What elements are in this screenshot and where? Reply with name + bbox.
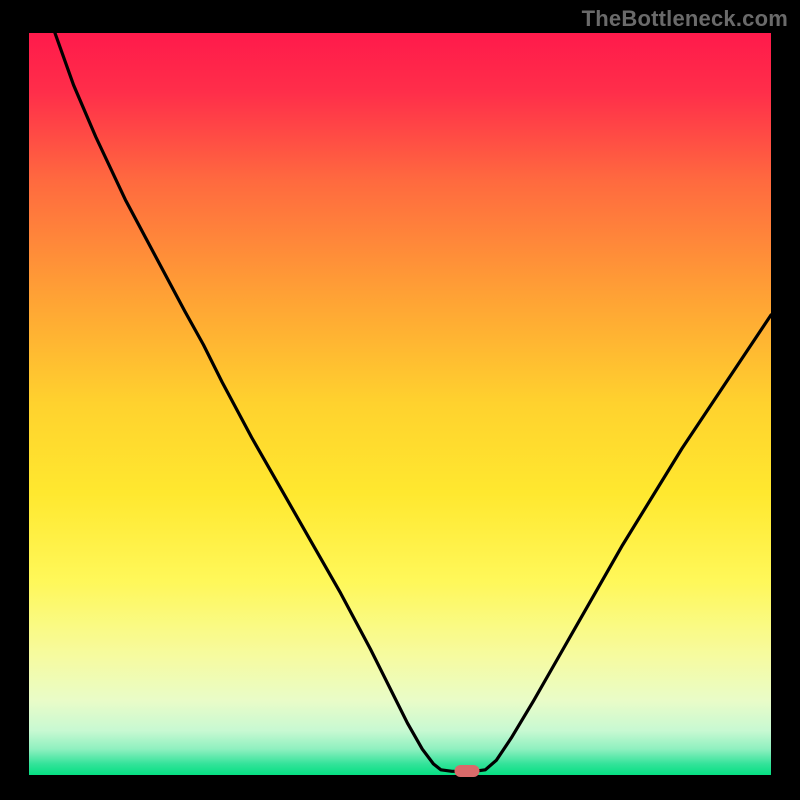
bottleneck-curve <box>29 33 771 775</box>
plot-area <box>29 33 771 775</box>
optimum-marker <box>454 765 479 777</box>
chart-container: TheBottleneck.com <box>0 0 800 800</box>
watermark-text: TheBottleneck.com <box>582 6 788 32</box>
